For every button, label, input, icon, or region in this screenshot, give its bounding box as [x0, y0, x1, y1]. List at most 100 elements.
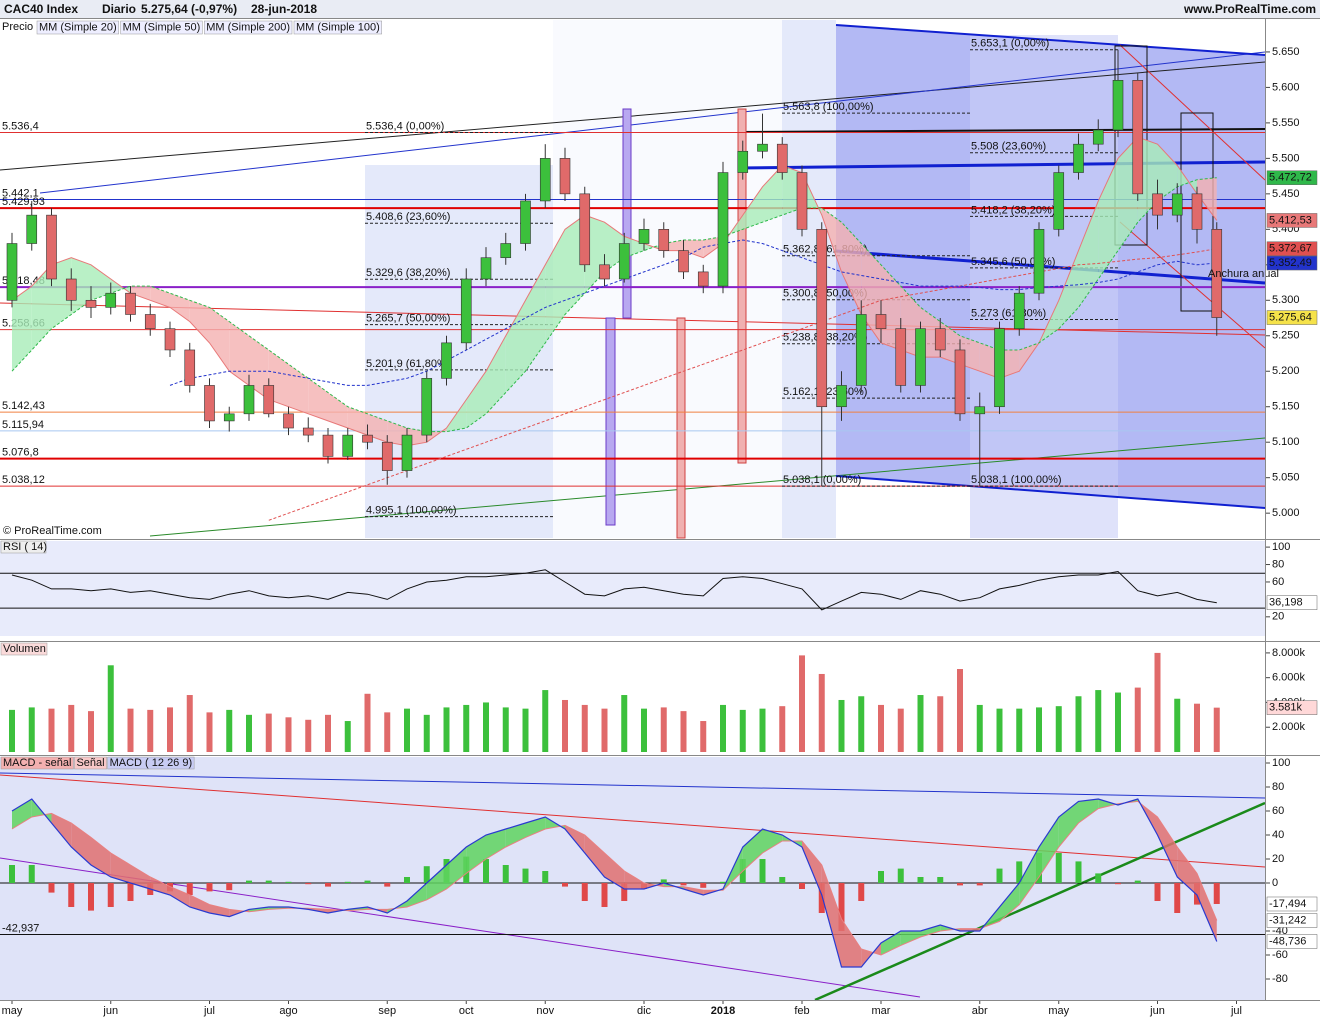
candle-body [1053, 172, 1065, 230]
volume-bar [1016, 708, 1023, 752]
histogram-bar [1134, 880, 1141, 883]
histogram-bar [384, 883, 391, 887]
value-tag [1266, 913, 1318, 928]
macd-fill [51, 813, 72, 847]
histogram-bar [957, 883, 963, 886]
candle-body [658, 229, 670, 251]
macd-fill [130, 865, 151, 889]
level-label: 5.536,4 [2, 120, 39, 132]
y-tick-label: 40 [1272, 829, 1284, 841]
ma-cloud [841, 222, 862, 315]
histogram-bar [265, 880, 272, 883]
macd-fill [12, 799, 32, 829]
ma-cloud [486, 335, 506, 414]
y-tick-label: 0 [1272, 877, 1278, 889]
ma-cloud [1157, 144, 1178, 201]
histogram-bar [522, 868, 529, 883]
candle-body [144, 314, 156, 329]
histogram-bar [68, 883, 75, 907]
y-tick-label: 100 [1272, 757, 1290, 769]
histogram-bar [206, 883, 213, 892]
candle-body [599, 264, 610, 280]
candle-body [737, 150, 749, 173]
macd-fill [446, 847, 467, 889]
histogram-bar [897, 868, 904, 883]
volume-bar [818, 673, 825, 752]
legend-label: MM (Simple 50) [123, 21, 201, 33]
candle-body [796, 172, 808, 230]
value-tag [1266, 241, 1318, 256]
y-tick-label: 60 [1272, 805, 1284, 817]
candle-body [1033, 229, 1045, 294]
volume-bar [384, 712, 391, 752]
volume-bar [167, 707, 173, 752]
ma-cloud [1078, 200, 1099, 308]
histogram-bar [838, 883, 845, 931]
candle-body [934, 328, 946, 351]
volume-bar [246, 714, 252, 752]
histogram-bar [1174, 883, 1181, 913]
candle-body [283, 413, 294, 429]
y-tick-label: -60 [1272, 949, 1288, 961]
histogram-bar [28, 865, 35, 883]
histogram-bar [581, 883, 588, 901]
macd-fill [1098, 799, 1118, 809]
y-tick-label: 5.300 [1272, 294, 1300, 306]
trend-line [0, 61, 1266, 171]
trend-line [149, 437, 1266, 537]
volume-bar [720, 704, 726, 752]
box [622, 108, 632, 319]
histogram-bar [562, 883, 568, 887]
macd-fill [1019, 847, 1039, 905]
fib-label: 5.653,1 (0,00%) [971, 38, 1049, 50]
y-tick-label: 5.000 [1272, 507, 1300, 519]
y-tick-label: 8.000k [1272, 647, 1306, 659]
candle-body [717, 172, 729, 287]
candle-body [401, 434, 413, 471]
histogram-bar [601, 883, 608, 907]
candle-body [26, 214, 38, 244]
volume-bar [1036, 707, 1042, 752]
histogram-bar [305, 883, 312, 885]
volume-bar [305, 719, 312, 752]
histogram-bar [285, 881, 292, 883]
trend-line [835, 475, 1266, 509]
volume-bar [700, 721, 707, 752]
ma-cloud [1058, 250, 1079, 329]
histogram-bar [759, 859, 766, 883]
level-label: 5.076,8 [2, 447, 39, 459]
histogram-bar [917, 877, 924, 883]
candle-body [263, 385, 275, 415]
fib-label: 5.329,6 (38,20%) [366, 267, 450, 279]
legend-label: MM (Simple 20) [39, 21, 117, 33]
histogram-bar [186, 883, 193, 895]
macd-fill [900, 931, 921, 946]
header-bg [0, 0, 1320, 18]
volume-bar [48, 708, 55, 752]
macd-fill [1157, 817, 1178, 877]
candle-body [678, 250, 689, 273]
candle-body [559, 158, 571, 195]
volume-bar [562, 699, 568, 752]
volume-bar [265, 713, 272, 752]
ma-line [11, 177, 1217, 433]
legend-label: MACD - señal [3, 757, 71, 769]
ma-cloud [209, 307, 230, 372]
candle-body [302, 427, 314, 436]
value-tag [1266, 934, 1318, 949]
volume-bar [147, 709, 154, 752]
x-tick-label: nov [536, 1005, 554, 1017]
histogram-bar [799, 883, 805, 889]
volume-bar [1213, 707, 1220, 752]
volume-bar [463, 704, 470, 752]
macd-fill [881, 931, 901, 955]
x-tick-label: jun [102, 1005, 118, 1017]
candle-body [125, 292, 136, 315]
y-tick-label: 5.550 [1272, 117, 1300, 129]
candle-body [539, 158, 551, 202]
ma-cloud [328, 392, 348, 429]
x-tick-label: may [1048, 1005, 1069, 1017]
y-tick-label: 5.650 [1272, 46, 1300, 58]
ma-cloud [545, 229, 565, 343]
